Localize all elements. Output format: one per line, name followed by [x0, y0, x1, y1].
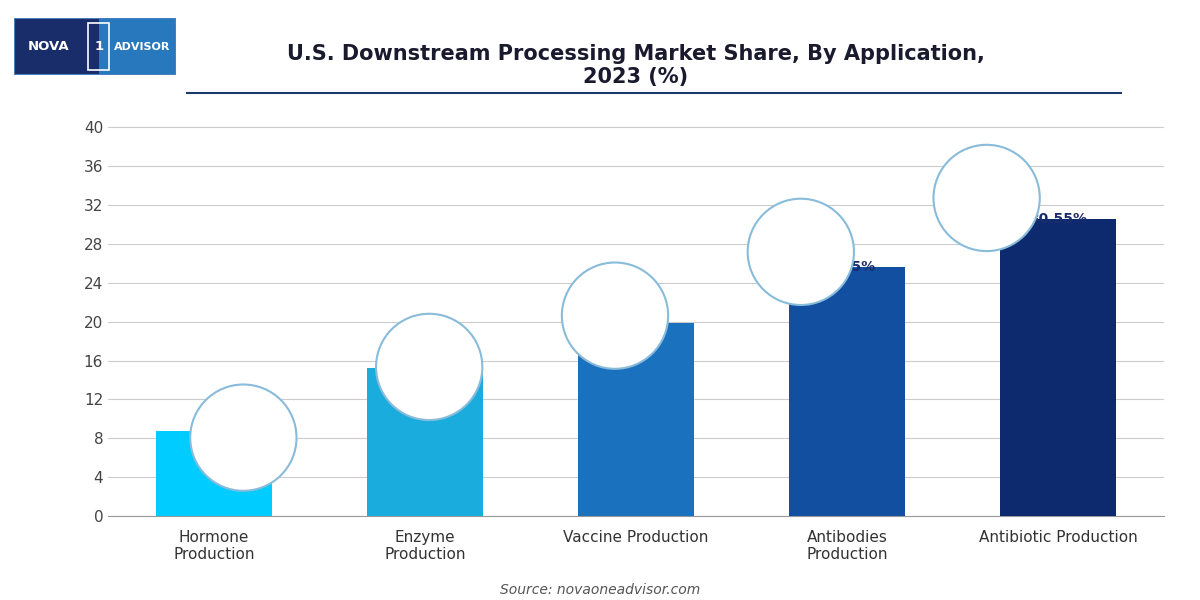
FancyBboxPatch shape: [14, 18, 98, 75]
Title: U.S. Downstream Processing Market Share, By Application,
2023 (%): U.S. Downstream Processing Market Share,…: [287, 44, 985, 87]
Text: Source: novaoneadvisor.com: Source: novaoneadvisor.com: [500, 583, 700, 597]
Text: 30.55%: 30.55%: [1028, 212, 1087, 226]
Bar: [1000, 219, 1116, 516]
Text: NOVA: NOVA: [28, 40, 70, 53]
Bar: [578, 323, 694, 516]
Bar: [156, 431, 272, 516]
Text: 8.76%: 8.76%: [190, 424, 238, 438]
Text: ADVISOR: ADVISOR: [114, 41, 170, 52]
Bar: [788, 267, 905, 516]
Text: 1: 1: [94, 40, 103, 53]
Text: 19.85%: 19.85%: [607, 316, 665, 330]
FancyBboxPatch shape: [98, 18, 176, 75]
Text: 25.65%: 25.65%: [818, 260, 876, 274]
Bar: [367, 368, 484, 516]
Text: 15.19%: 15.19%: [396, 361, 454, 376]
